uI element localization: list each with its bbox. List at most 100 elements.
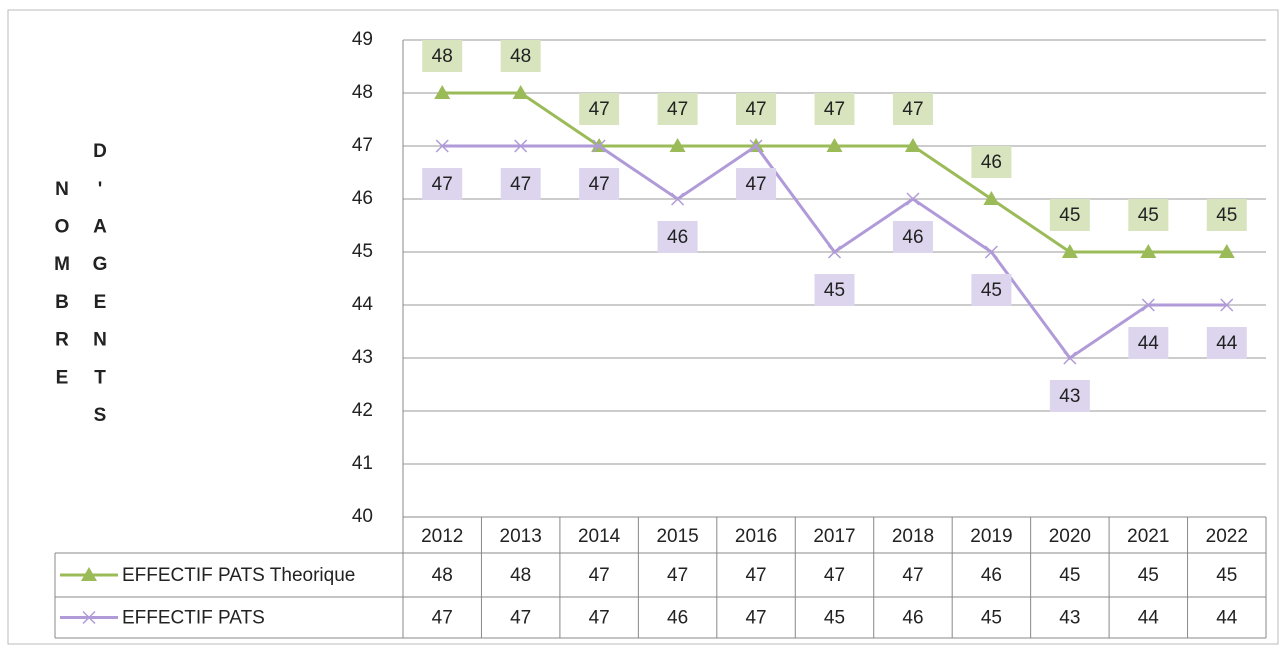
table-cell: 48	[510, 565, 531, 586]
x-tick-label: 2017	[813, 526, 855, 547]
data-label-box	[422, 168, 463, 200]
table-cell: 46	[902, 608, 923, 629]
data-label-box	[579, 93, 620, 125]
table-cell: 47	[902, 565, 923, 586]
data-label-box	[736, 93, 777, 125]
data-label: 47	[510, 174, 531, 195]
data-label-box	[500, 40, 541, 72]
data-label-box	[736, 168, 777, 200]
data-label-box	[657, 221, 698, 253]
y-tick-label: 48	[352, 82, 373, 103]
table-cell: 46	[981, 565, 1002, 586]
data-label-box	[1128, 199, 1169, 231]
data-label: 47	[745, 99, 766, 120]
marker	[1061, 244, 1078, 258]
data-label: 44	[1216, 333, 1238, 354]
data-label: 45	[824, 280, 845, 301]
data-label: 45	[1216, 205, 1237, 226]
y-tick-label: 40	[352, 506, 373, 527]
table-cell: 47	[589, 608, 610, 629]
table-cell: 47	[745, 565, 766, 586]
data-label: 48	[510, 46, 531, 67]
marker	[984, 245, 998, 259]
marker	[512, 85, 529, 99]
table-cell: 47	[824, 565, 845, 586]
data-label: 47	[432, 174, 453, 195]
marker	[826, 138, 843, 152]
marker	[671, 192, 685, 206]
marker	[827, 245, 842, 259]
table-cell: 45	[981, 608, 1002, 629]
data-label: 47	[589, 99, 610, 120]
marker	[1218, 244, 1235, 258]
table-cell: 47	[667, 565, 688, 586]
legend-label: EFFECTIF PATS Theorique	[122, 565, 355, 586]
y-tick-label: 41	[352, 453, 373, 474]
data-label-box	[422, 40, 463, 72]
marker	[592, 139, 606, 153]
marker	[435, 139, 449, 153]
marker	[906, 192, 920, 206]
table-cell: 45	[1138, 565, 1159, 586]
y-tick-label: 45	[352, 241, 373, 262]
y-tick-label: 44	[352, 294, 374, 315]
x-tick-label: 2014	[578, 526, 621, 547]
data-label: 48	[432, 46, 453, 67]
data-label: 43	[1059, 386, 1080, 407]
table-cell: 45	[824, 608, 845, 629]
data-label-box	[814, 93, 855, 125]
data-label: 45	[981, 280, 1002, 301]
data-label-box	[971, 274, 1012, 306]
data-label-box	[1128, 327, 1169, 359]
data-label: 47	[667, 99, 688, 120]
data-label: 44	[1138, 333, 1160, 354]
y-tick-label: 46	[352, 188, 373, 209]
data-label-box	[1206, 327, 1247, 359]
y-tick-label: 49	[352, 29, 373, 50]
data-label-box	[1049, 199, 1090, 231]
data-label: 46	[667, 227, 688, 248]
data-label: 47	[824, 99, 845, 120]
table-cell: 45	[1059, 565, 1080, 586]
data-label: 45	[1059, 205, 1080, 226]
data-label: 47	[745, 174, 766, 195]
table-cell: 47	[745, 608, 766, 629]
data-label-box	[1206, 199, 1247, 231]
y-tick-label: 47	[352, 135, 373, 156]
table-cell: 43	[1059, 608, 1080, 629]
table-cell: 46	[667, 608, 688, 629]
x-tick-label: 2019	[970, 526, 1012, 547]
marker	[1140, 244, 1157, 258]
legend-label: EFFECTIF PATS	[122, 608, 265, 629]
table-cell: 44	[1138, 608, 1160, 629]
y-tick-label: 43	[352, 347, 373, 368]
data-label-box	[500, 168, 541, 200]
data-label-box	[657, 93, 698, 125]
data-label: 47	[902, 99, 923, 120]
table-cell: 47	[510, 608, 531, 629]
marker	[1220, 298, 1234, 312]
data-label: 47	[589, 174, 610, 195]
data-label-box	[814, 274, 855, 306]
x-tick-label: 2022	[1206, 526, 1248, 547]
x-tick-label: 2020	[1049, 526, 1091, 547]
marker	[82, 610, 96, 625]
data-label-box	[892, 93, 933, 125]
data-label-box	[971, 146, 1012, 178]
marker	[983, 191, 1000, 205]
table-cell: 47	[589, 565, 610, 586]
data-label: 45	[1138, 205, 1159, 226]
marker	[904, 138, 921, 152]
x-tick-label: 2013	[500, 526, 542, 547]
data-label-box	[892, 221, 933, 253]
data-label-box	[1049, 380, 1090, 412]
table-cell: 47	[432, 608, 453, 629]
chart-frame	[7, 9, 1279, 645]
marker	[1141, 298, 1155, 312]
marker	[749, 139, 763, 153]
marker	[1063, 351, 1077, 365]
table-cell: 45	[1216, 565, 1237, 586]
marker	[81, 567, 97, 581]
